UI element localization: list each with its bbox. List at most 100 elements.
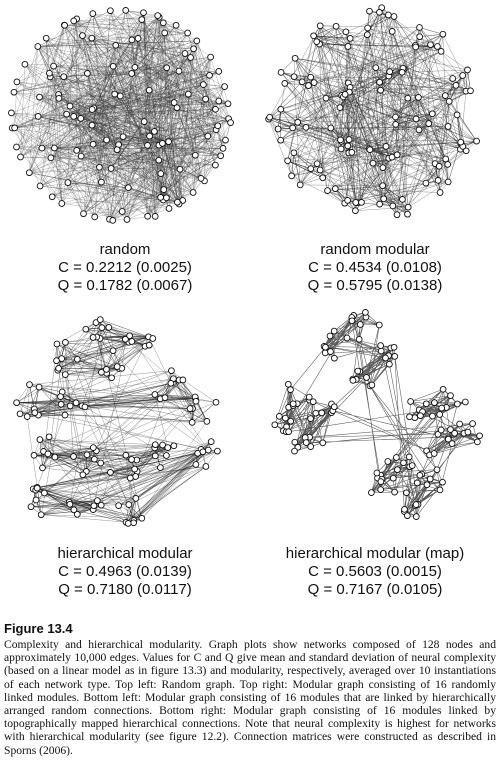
network-node <box>132 495 140 502</box>
network-node <box>341 91 349 98</box>
network-node <box>411 414 419 422</box>
network-node <box>430 450 438 457</box>
network-node <box>174 198 181 206</box>
network-node <box>23 413 31 420</box>
network-node <box>426 475 434 483</box>
network-node <box>70 506 78 514</box>
network-node <box>428 110 436 118</box>
network-node <box>186 405 194 412</box>
network-node <box>36 93 43 101</box>
network-node <box>97 501 105 509</box>
modularity-value: Q = 0.5795 (0.0138) <box>307 277 443 294</box>
network-node <box>34 43 42 50</box>
network-node <box>330 327 338 335</box>
network-node <box>126 332 133 340</box>
network-node <box>296 181 304 189</box>
network-node <box>310 79 318 86</box>
network-node <box>307 73 315 81</box>
random-modular-graph-plot <box>265 4 480 219</box>
network-node <box>451 429 458 437</box>
network-node <box>172 21 180 29</box>
network-node <box>77 115 85 122</box>
network-node <box>422 179 430 187</box>
network-node <box>388 153 396 161</box>
network-node <box>349 377 357 384</box>
network-node <box>66 102 74 110</box>
network-node <box>368 381 376 389</box>
network-node <box>376 200 383 208</box>
complexity-value: C = 0.4534 (0.0108) <box>308 259 442 276</box>
network-node <box>79 32 86 39</box>
network-node <box>122 7 130 14</box>
network-node <box>469 420 476 427</box>
complexity-value: C = 0.4963 (0.0139) <box>58 563 192 580</box>
network-node <box>27 503 35 511</box>
network-node <box>124 184 132 192</box>
network-node <box>287 417 295 425</box>
hierarchical-modular-caption: hierarchical modular C = 0.4963 (0.0139)… <box>0 545 250 599</box>
network-node <box>140 118 148 125</box>
network-node <box>17 153 24 161</box>
network-node <box>369 159 377 167</box>
network-node <box>345 136 353 143</box>
network-node <box>202 95 209 103</box>
network-node <box>290 73 298 81</box>
network-node <box>160 186 168 193</box>
network-node <box>326 332 334 340</box>
network-node <box>212 105 219 113</box>
network-node <box>377 86 384 94</box>
network-node <box>444 435 452 443</box>
network-node <box>444 178 452 186</box>
network-node <box>438 404 446 412</box>
network-node <box>131 465 138 473</box>
network-node <box>298 78 306 86</box>
network-node <box>453 111 461 119</box>
network-node <box>285 428 292 436</box>
network-node <box>452 82 460 89</box>
network-node <box>379 182 387 190</box>
network-node <box>173 104 181 112</box>
network-node <box>98 324 106 332</box>
network-node <box>212 161 219 169</box>
network-node <box>399 196 406 203</box>
network-node <box>161 394 169 402</box>
panel-random: random C = 0.2212 (0.0025) Q = 0.1782 (0… <box>0 0 250 294</box>
network-node <box>282 414 289 422</box>
network-node <box>73 510 81 518</box>
network-node <box>462 398 469 406</box>
network-node <box>358 199 365 206</box>
network-node <box>13 399 20 407</box>
network-node <box>107 165 115 172</box>
network-node <box>377 486 385 493</box>
network-node <box>154 12 162 19</box>
network-node <box>476 432 483 440</box>
network-node <box>386 360 393 368</box>
network-node <box>84 70 91 77</box>
network-node <box>348 317 356 325</box>
network-node <box>404 203 412 211</box>
network-node <box>192 397 200 405</box>
network-node <box>128 338 136 345</box>
network-node <box>222 136 229 144</box>
random-graph-plot <box>8 7 234 224</box>
modularity-value: Q = 0.7167 (0.0105) <box>307 581 443 598</box>
network-node <box>366 7 373 15</box>
network-node <box>417 412 424 420</box>
network-node <box>10 88 18 96</box>
network-node <box>206 71 213 79</box>
network-node <box>107 469 114 476</box>
network-node <box>203 418 211 425</box>
network-node <box>291 438 299 446</box>
network-node <box>79 471 87 479</box>
network-node <box>88 121 96 129</box>
network-node <box>373 469 381 477</box>
network-node <box>416 471 424 479</box>
network-node <box>316 166 324 174</box>
network-node <box>433 466 441 474</box>
network-node <box>271 421 279 429</box>
network-node <box>57 393 64 400</box>
network-node <box>119 133 127 141</box>
network-node <box>109 62 117 70</box>
network-node <box>385 11 392 19</box>
network-node <box>380 195 388 203</box>
